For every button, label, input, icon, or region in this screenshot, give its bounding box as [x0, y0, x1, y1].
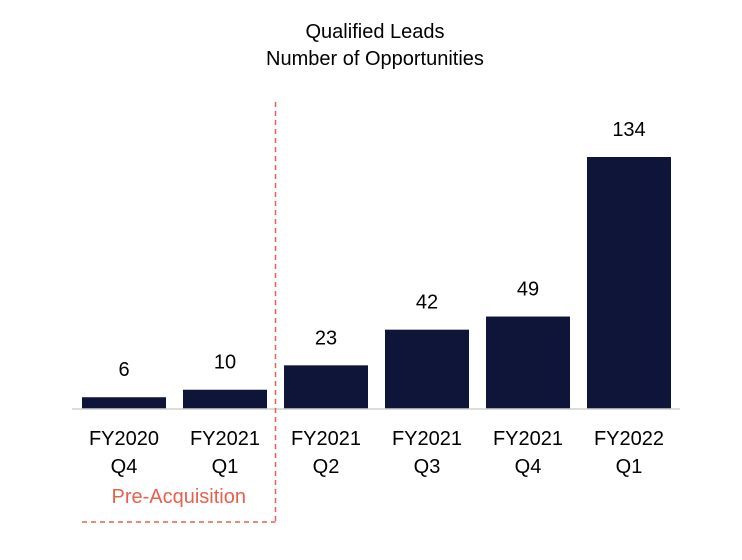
bar-1 — [183, 389, 267, 409]
bar-4 — [486, 316, 570, 409]
data-label-5: 134 — [612, 119, 645, 141]
data-label-4: 49 — [517, 279, 539, 301]
x-tick-label-0-1: Q4 — [111, 456, 138, 478]
x-tick-label-5-0: FY2022 — [594, 428, 664, 450]
x-tick-label-3-0: FY2021 — [392, 428, 462, 450]
bar-0 — [82, 397, 166, 409]
bar-2 — [284, 365, 368, 409]
pre-acquisition-label: Pre-Acquisition — [111, 486, 246, 508]
bar-3 — [385, 329, 469, 409]
chart-subtitle: Number of Opportunities — [266, 48, 484, 70]
data-label-0: 6 — [118, 359, 129, 381]
x-tick-label-1-1: Q1 — [212, 456, 239, 478]
x-tick-label-2-1: Q2 — [313, 456, 340, 478]
data-label-2: 23 — [315, 327, 337, 349]
bar-5 — [587, 157, 671, 409]
x-tick-label-3-1: Q3 — [414, 456, 441, 478]
data-label-1: 10 — [214, 352, 236, 374]
x-tick-label-1-0: FY2021 — [190, 428, 260, 450]
chart-title: Qualified Leads — [306, 21, 445, 43]
x-tick-label-5-1: Q1 — [616, 456, 643, 478]
x-tick-label-2-0: FY2021 — [291, 428, 361, 450]
plot-area: 6 FY2020 Q4 10 FY2021 Q1 23 FY2021 Q2 42 FY2021 Q3 4… — [72, 119, 680, 478]
pre-acquisition-annotation: Pre-Acquisition — [82, 102, 277, 523]
x-tick-label-4-1: Q4 — [515, 456, 542, 478]
x-tick-label-4-0: FY2021 — [493, 428, 563, 450]
data-label-3: 42 — [416, 292, 438, 314]
x-tick-label-0-0: FY2020 — [89, 428, 159, 450]
